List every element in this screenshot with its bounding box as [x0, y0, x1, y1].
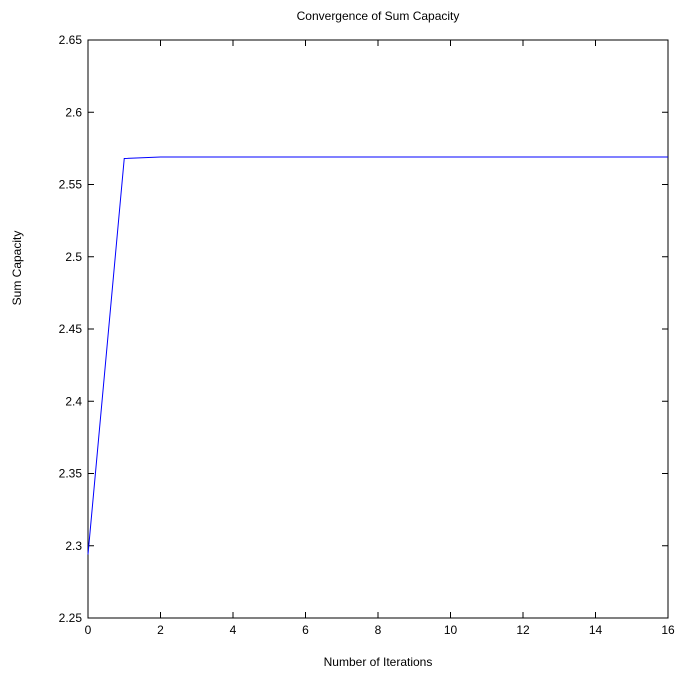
y-tick-label: 2.6: [65, 105, 82, 119]
x-tick-label: 12: [516, 623, 530, 637]
y-tick-label: 2.55: [59, 178, 83, 192]
y-tick-label: 2.3: [65, 539, 82, 553]
y-axis-label: Sum Capacity: [10, 231, 24, 306]
x-axis-label: Number of Iterations: [324, 655, 433, 669]
y-axis: 2.25 2.3 2.35 2.4 2.45 2.5 2.55 2.6 2.65: [59, 33, 668, 625]
x-tick-label: 4: [230, 623, 237, 637]
x-tick-label: 16: [661, 623, 675, 637]
y-tick-label: 2.65: [59, 33, 83, 47]
y-tick-label: 2.35: [59, 467, 83, 481]
chart-title: Convergence of Sum Capacity: [297, 9, 460, 23]
y-tick-label: 2.25: [59, 611, 83, 625]
x-tick-label: 8: [375, 623, 382, 637]
x-tick-label: 14: [589, 623, 603, 637]
x-tick-label: 2: [157, 623, 164, 637]
x-tick-label: 6: [302, 623, 309, 637]
x-axis: 0 2 4 6 8 10 12 14 16: [85, 40, 675, 637]
y-tick-label: 2.5: [65, 250, 82, 264]
x-tick-label: 0: [85, 623, 92, 637]
plot-area: [87, 39, 669, 619]
y-tick-label: 2.45: [59, 322, 83, 336]
y-tick-label: 2.4: [65, 394, 82, 408]
series-layer: [87, 156, 668, 555]
plot-frame: [87, 39, 669, 619]
x-tick-label: 10: [444, 623, 458, 637]
series-line: [87, 156, 668, 555]
